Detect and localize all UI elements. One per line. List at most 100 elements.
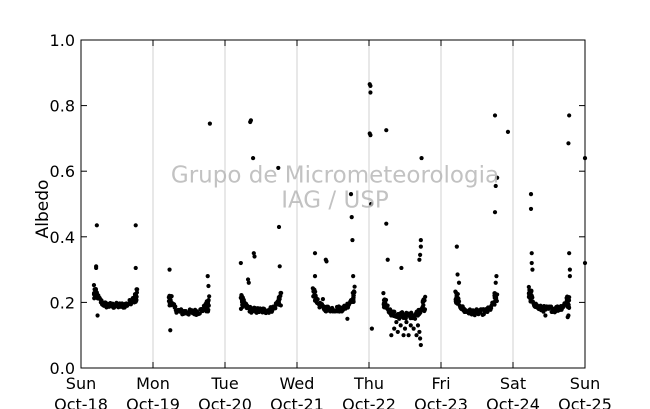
x-tick-label-date: Oct-19 <box>126 395 180 409</box>
vertical-grid <box>152 40 514 368</box>
albedo-point <box>456 280 462 285</box>
albedo-point <box>455 291 460 297</box>
x-tick-label-day: Tue <box>210 374 238 393</box>
albedo-point <box>276 295 281 300</box>
albedo-point <box>417 329 422 335</box>
albedo-point <box>567 251 572 256</box>
albedo-point <box>351 274 356 279</box>
albedo-point <box>277 264 282 269</box>
y-tick-label: 0.0 <box>50 359 75 378</box>
albedo-point <box>173 304 178 309</box>
albedo-point <box>94 265 99 271</box>
albedo-point <box>401 333 406 338</box>
albedo-point <box>418 237 423 243</box>
albedo-point <box>252 254 257 259</box>
albedo-point <box>406 333 411 338</box>
albedo-point <box>135 287 140 292</box>
albedo-point <box>395 329 400 335</box>
axis-ticks <box>80 39 586 369</box>
x-tick-label-day: Fri <box>431 374 450 393</box>
albedo-point <box>368 133 373 138</box>
albedo-point <box>400 310 405 315</box>
y-tick-label: 0.8 <box>50 97 75 116</box>
albedo-point <box>415 323 421 328</box>
x-tick-label-day: Sun <box>570 374 600 393</box>
albedo-point <box>250 155 256 161</box>
x-tick-label-date: Oct-24 <box>486 395 540 409</box>
albedo-point <box>94 223 99 228</box>
albedo-point <box>349 215 354 220</box>
albedo-point <box>168 302 173 307</box>
albedo-point <box>492 210 498 215</box>
albedo-point <box>397 316 402 321</box>
albedo-point <box>567 274 572 279</box>
albedo-point <box>251 251 256 256</box>
albedo-point <box>566 313 571 318</box>
albedo-point <box>492 113 498 118</box>
albedo-point <box>205 301 211 307</box>
albedo-point <box>422 308 427 314</box>
albedo-point <box>528 192 534 197</box>
y-tick-label: 0.6 <box>50 162 75 181</box>
y-tick-label: 0.4 <box>50 228 75 247</box>
albedo-point <box>381 291 386 296</box>
albedo-point <box>399 265 404 271</box>
albedo-point <box>276 224 282 230</box>
albedo-point <box>493 280 498 285</box>
albedo-point <box>246 280 251 285</box>
x-tick-label-date: Oct-20 <box>198 395 252 409</box>
albedo-point <box>529 251 534 256</box>
albedo-point <box>345 316 350 321</box>
albedo-point <box>411 326 416 331</box>
albedo-point <box>276 165 281 171</box>
watermark-line-2: IAG / USP <box>281 187 389 213</box>
albedo-point <box>495 175 500 180</box>
albedo-point <box>417 257 422 262</box>
albedo-point <box>454 295 459 300</box>
albedo-point <box>350 237 355 243</box>
albedo-point <box>492 293 497 298</box>
watermark: Grupo de Micrometeorologia IAG / USP <box>171 163 499 214</box>
albedo-point <box>493 183 498 189</box>
albedo-point <box>528 206 534 212</box>
albedo-points <box>91 82 588 348</box>
albedo-point <box>169 294 174 299</box>
albedo-point <box>166 299 172 304</box>
albedo-point <box>565 294 570 299</box>
albedo-point <box>455 300 461 305</box>
albedo-point <box>95 313 100 318</box>
albedo-point <box>455 272 460 277</box>
albedo-point <box>398 323 403 328</box>
albedo-point <box>348 192 354 197</box>
albedo-point <box>412 316 418 321</box>
albedo-point <box>565 303 570 308</box>
albedo-point <box>529 289 534 294</box>
albedo-point <box>368 90 373 95</box>
albedo-point <box>414 333 419 338</box>
albedo-point <box>312 251 318 256</box>
albedo-point <box>351 292 356 298</box>
albedo-point <box>394 319 399 325</box>
albedo-point <box>206 283 211 289</box>
albedo-point <box>238 260 243 266</box>
albedo-point <box>352 284 357 289</box>
albedo-point <box>312 298 318 303</box>
albedo-point <box>420 298 425 303</box>
albedo-point <box>312 287 317 292</box>
y-tick-labels: 0.0 0.2 0.4 0.6 0.8 1.0 <box>50 31 75 378</box>
albedo-point <box>566 141 571 146</box>
x-tick-label-date: Oct-18 <box>54 395 108 409</box>
y-tick-label: 1.0 <box>50 31 75 50</box>
albedo-point <box>381 305 387 310</box>
albedo-point <box>418 342 423 348</box>
albedo-point <box>320 297 326 302</box>
albedo-point <box>526 294 532 300</box>
albedo-point <box>530 267 535 272</box>
albedo-point <box>382 299 388 304</box>
albedo-point <box>454 244 459 249</box>
albedo-point <box>404 319 409 325</box>
albedo-point <box>273 306 278 311</box>
albedo-point <box>132 300 137 305</box>
albedo-point <box>241 301 246 306</box>
